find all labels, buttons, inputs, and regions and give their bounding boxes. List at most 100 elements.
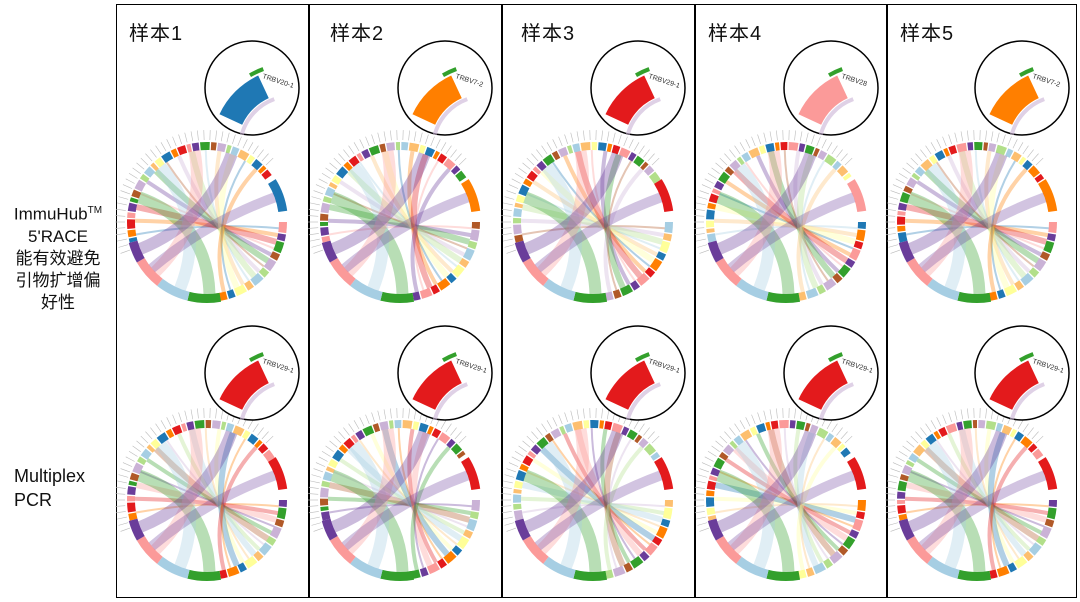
tick-mark bbox=[694, 233, 705, 236]
tick-mark bbox=[518, 445, 527, 453]
segment bbox=[443, 158, 456, 171]
tick-mark bbox=[647, 431, 655, 440]
chord-ribbon bbox=[575, 150, 643, 279]
tick-mark bbox=[252, 145, 259, 155]
chord-ribbon bbox=[719, 192, 854, 250]
tick-mark bbox=[116, 516, 127, 520]
segment bbox=[707, 202, 717, 210]
tick-mark bbox=[936, 139, 942, 149]
tick-mark bbox=[508, 184, 519, 189]
segment bbox=[983, 142, 989, 151]
tick-mark bbox=[704, 456, 714, 462]
segment bbox=[418, 422, 429, 433]
tick-mark bbox=[318, 456, 328, 462]
segment bbox=[522, 258, 549, 286]
tick-mark bbox=[821, 139, 827, 149]
segment bbox=[515, 194, 526, 204]
segment bbox=[805, 567, 815, 577]
tick-mark bbox=[898, 450, 908, 457]
tick-mark bbox=[915, 153, 923, 162]
segment bbox=[273, 240, 285, 254]
segment bbox=[150, 162, 159, 172]
segment bbox=[765, 421, 772, 431]
segment bbox=[1022, 159, 1033, 171]
segment bbox=[978, 420, 986, 429]
tick-mark bbox=[776, 408, 778, 419]
tick-mark bbox=[990, 131, 994, 142]
tick-mark bbox=[518, 167, 527, 175]
tick-mark bbox=[501, 486, 512, 489]
tick-mark bbox=[638, 423, 645, 433]
segment bbox=[536, 436, 549, 450]
segment bbox=[1020, 436, 1033, 449]
panel-title: 样本3 bbox=[521, 23, 576, 45]
segment bbox=[995, 422, 1004, 432]
tick-mark bbox=[265, 435, 274, 444]
segment bbox=[836, 165, 849, 177]
chord-ribbon bbox=[987, 153, 1010, 289]
segment bbox=[127, 202, 138, 212]
segment bbox=[848, 247, 861, 261]
segment bbox=[1010, 151, 1022, 163]
tick-mark bbox=[763, 132, 767, 143]
tick-mark bbox=[831, 145, 838, 155]
segment bbox=[455, 170, 467, 182]
chord-ribbon bbox=[796, 167, 837, 293]
tick-mark bbox=[501, 215, 512, 217]
segment bbox=[386, 142, 395, 152]
segment bbox=[855, 511, 866, 520]
segment bbox=[626, 429, 638, 441]
segment bbox=[412, 421, 420, 431]
chord-ribbon bbox=[716, 191, 795, 295]
panel-title: 样本1 bbox=[129, 23, 184, 45]
segment bbox=[748, 147, 761, 159]
zoom-inner-arc bbox=[432, 97, 468, 136]
chord-ribbon bbox=[135, 503, 279, 514]
segment bbox=[816, 284, 826, 295]
segment bbox=[908, 452, 919, 463]
segment bbox=[638, 437, 649, 449]
tick-mark bbox=[831, 423, 838, 433]
segment bbox=[225, 144, 232, 154]
tick-mark bbox=[308, 227, 319, 229]
segment bbox=[853, 240, 864, 250]
segment bbox=[526, 170, 538, 182]
segment bbox=[724, 166, 735, 176]
chord-ribbon bbox=[563, 432, 647, 552]
segment bbox=[550, 428, 562, 439]
tick-mark bbox=[136, 162, 145, 170]
chord-ribbon bbox=[521, 225, 665, 236]
tick-mark bbox=[558, 414, 563, 425]
tick-mark bbox=[697, 522, 708, 526]
tick-mark bbox=[329, 162, 338, 170]
segment bbox=[605, 569, 614, 579]
segment bbox=[920, 439, 930, 450]
chord-ribbon bbox=[328, 503, 472, 514]
tick-mark bbox=[576, 409, 580, 420]
chord-ribbon bbox=[343, 150, 396, 277]
highlight-segment bbox=[847, 179, 867, 212]
segment bbox=[338, 444, 349, 454]
tick-mark bbox=[504, 244, 515, 248]
segment bbox=[583, 420, 590, 429]
tick-mark bbox=[511, 456, 521, 462]
tick-mark bbox=[522, 162, 531, 170]
segment bbox=[649, 258, 663, 272]
segment bbox=[662, 233, 673, 242]
tick-mark bbox=[226, 132, 230, 143]
chord-ribbon bbox=[783, 427, 829, 560]
tick-mark bbox=[390, 130, 392, 141]
tick-mark bbox=[1022, 145, 1029, 155]
segment bbox=[1044, 518, 1055, 528]
segment bbox=[170, 148, 179, 158]
segment bbox=[1034, 173, 1045, 183]
segment bbox=[736, 278, 769, 301]
segment bbox=[618, 147, 631, 159]
zoom-inner-arc bbox=[239, 97, 275, 136]
segment bbox=[187, 569, 222, 581]
chord-ribbon bbox=[926, 162, 966, 292]
tick-mark bbox=[502, 480, 513, 484]
segment bbox=[1023, 550, 1034, 562]
segment bbox=[129, 472, 140, 482]
segment bbox=[127, 219, 136, 229]
